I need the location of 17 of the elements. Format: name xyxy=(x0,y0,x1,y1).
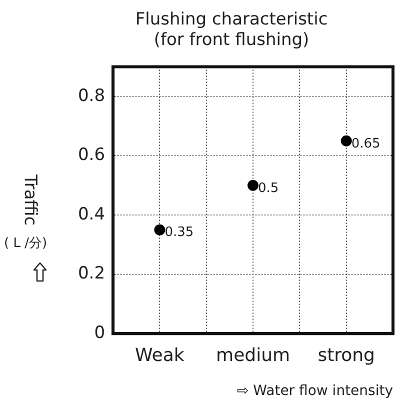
point xyxy=(248,180,259,191)
data-label: 0.35 xyxy=(164,225,194,240)
y-axis-title: Traffic ( L /分) xyxy=(4,174,48,252)
x-tick-label: Weak xyxy=(135,345,185,366)
data-label: 0.5 xyxy=(258,180,279,196)
y-tick-label: 0.6 xyxy=(78,145,106,166)
x-tick-label: strong xyxy=(318,345,375,366)
y-tick-label: 0.4 xyxy=(78,204,106,224)
y-tick-label: 0.2 xyxy=(78,264,106,284)
chart-title: Flushing characteristic (for front flushing) xyxy=(135,10,328,50)
y-tick-label: 0.8 xyxy=(78,86,106,106)
point xyxy=(340,135,352,146)
x-tick-label: medium xyxy=(216,345,290,366)
data-label: 0.65 xyxy=(351,136,380,152)
y-tick-label: 0 xyxy=(94,323,106,344)
x-axis-title: ⇨ Water flow intensity xyxy=(237,383,393,400)
point xyxy=(154,224,166,236)
